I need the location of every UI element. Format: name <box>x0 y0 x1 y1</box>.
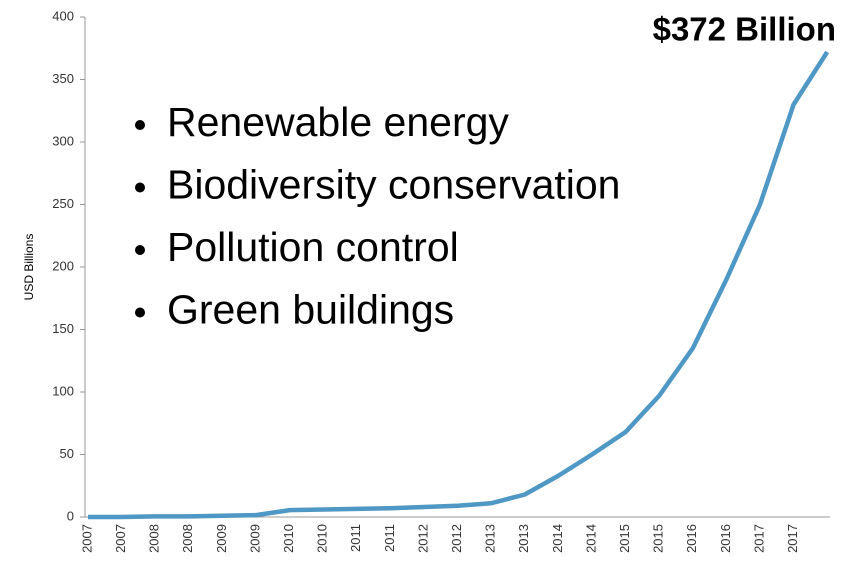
x-tick-label: 2017 <box>751 524 766 553</box>
x-tick-label: 2009 <box>247 524 262 553</box>
x-tick-label: 2016 <box>684 524 699 553</box>
x-tick-label: 2016 <box>718 524 733 553</box>
x-tick-label: 2011 <box>382 524 397 552</box>
y-tick-label: 0 <box>67 508 74 523</box>
y-tick-label: 350 <box>52 71 74 86</box>
bullet-dot <box>135 120 145 130</box>
bullet-dot <box>135 182 145 193</box>
x-tick-label: 2015 <box>651 524 666 553</box>
x-tick-label: 2011 <box>348 524 363 552</box>
y-tick-label: 250 <box>52 196 74 211</box>
bullet-dot <box>135 245 145 255</box>
y-tick-label: 100 <box>52 383 74 398</box>
bullet-text: Pollution control <box>167 224 459 270</box>
x-tick-label: 2012 <box>415 524 430 553</box>
annotation: $372 Billion <box>653 11 836 48</box>
bullet-text: Biodiversity conservation <box>167 161 620 207</box>
x-tick-label: 2012 <box>449 524 464 553</box>
y-tick-label: 50 <box>60 446 74 461</box>
bullet-dot <box>135 307 145 318</box>
x-tick-label: 2008 <box>180 524 195 553</box>
y-axis-label: USD Billions <box>22 234 36 301</box>
x-tick-label: 2015 <box>617 524 632 553</box>
y-tick-label: 150 <box>52 321 74 336</box>
y-tick-label: 200 <box>52 258 74 273</box>
x-tick-label: 2014 <box>550 524 565 553</box>
x-tick-label: 2017 <box>785 524 800 553</box>
x-tick-label: 2014 <box>583 524 598 553</box>
x-tick-label: 2013 <box>516 524 531 553</box>
x-tick-label: 2009 <box>214 524 229 553</box>
y-tick-label: 300 <box>52 133 74 148</box>
x-tick-label: 2013 <box>483 524 498 553</box>
x-tick-label: 2007 <box>79 524 94 553</box>
x-tick-label: 2010 <box>281 524 296 553</box>
bullet-text: Green buildings <box>167 286 454 332</box>
data-line <box>88 50 830 520</box>
y-tick-label: 400 <box>52 8 74 23</box>
x-tick-label: 2007 <box>113 524 128 553</box>
x-tick-label: 2008 <box>147 524 162 553</box>
x-tick-label: 2010 <box>315 524 330 553</box>
bullet-text: Renewable energy <box>167 99 509 145</box>
